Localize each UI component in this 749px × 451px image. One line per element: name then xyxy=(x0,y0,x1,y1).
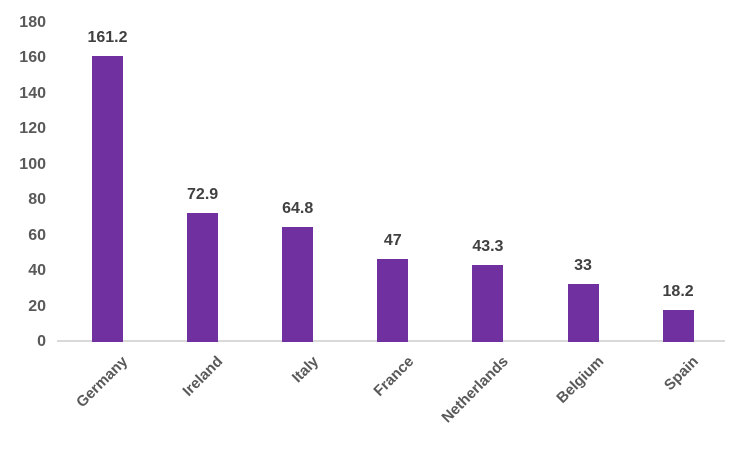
y-tick-label: 120 xyxy=(19,120,46,138)
bar-italy xyxy=(282,227,314,342)
bar-belgium xyxy=(567,283,599,342)
y-tick-label: 20 xyxy=(28,297,46,315)
bar-value-label: 18.2 xyxy=(662,282,694,300)
x-category-label: France xyxy=(370,353,417,400)
y-tick-label: 40 xyxy=(28,262,46,280)
bar-france xyxy=(377,258,409,342)
y-tick-label: 100 xyxy=(19,155,46,173)
bar-netherlands xyxy=(472,265,504,342)
bar-germany xyxy=(92,56,123,342)
y-tick-label: 180 xyxy=(19,14,46,31)
bar-value-label: 47 xyxy=(383,231,402,249)
y-tick-label: 60 xyxy=(28,226,46,244)
bar-value-label: 33 xyxy=(574,256,592,274)
y-tick-label: 140 xyxy=(19,84,46,102)
x-category-label: Ireland xyxy=(179,353,227,400)
bar-value-label: 43.3 xyxy=(472,238,504,256)
x-category-label: Spain xyxy=(661,353,703,394)
y-tick-label: 80 xyxy=(28,191,46,209)
bar-value-label: 64.8 xyxy=(282,200,314,218)
x-category-label: Germany xyxy=(73,353,132,412)
y-tick-label: 0 xyxy=(37,333,46,350)
y-tick-label: 160 xyxy=(19,49,46,67)
x-category-label: Belgium xyxy=(553,353,608,407)
bar-value-label: 72.9 xyxy=(187,185,219,203)
bar-value-label: 161.2 xyxy=(87,29,128,47)
x-category-label: Italy xyxy=(288,353,322,387)
bar-ireland xyxy=(187,212,219,342)
bar-spain xyxy=(662,309,694,342)
x-category-label: Netherlands xyxy=(438,353,512,427)
